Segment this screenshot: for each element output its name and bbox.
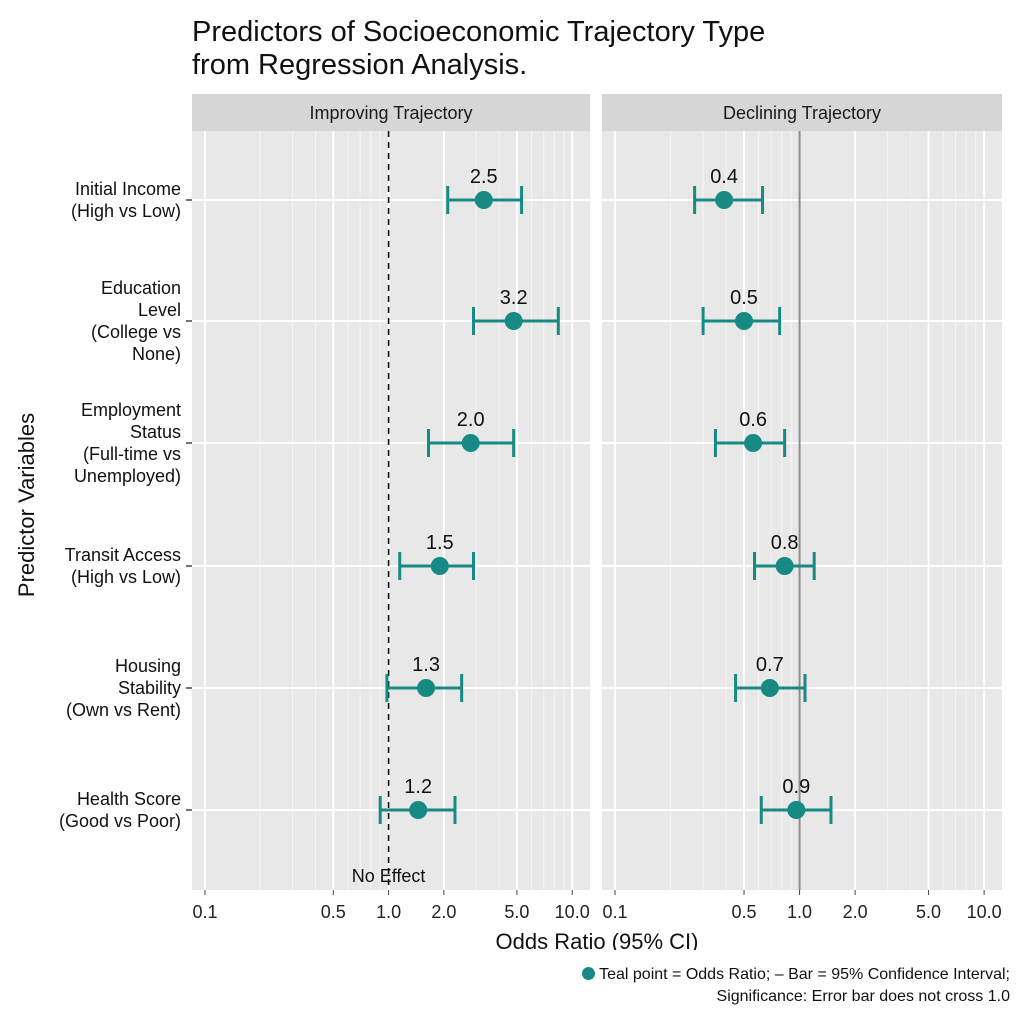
panel-declining: Declining Trajectory 0.1 0.5 1.0 2.0 5.0 10.0 0… <box>602 94 1002 922</box>
predictor-label: Level <box>138 300 181 320</box>
odds-ratio-label: 0.4 <box>710 166 738 188</box>
predictor-label: (Good vs Poor) <box>59 811 181 831</box>
odds-ratio-point <box>430 557 449 575</box>
odds-ratio-label: 0.5 <box>730 287 758 309</box>
panel-strip <box>192 94 590 131</box>
predictor-label: Status <box>130 422 181 442</box>
y-axis: Initial Income(High vs Low)EducationLeve… <box>59 179 192 831</box>
odds-ratio-point <box>744 434 763 452</box>
x-tick-label: 5.0 <box>916 902 941 922</box>
predictor-label: Unemployed) <box>74 466 181 486</box>
chart-title: Predictors of Socioeconomic Trajectory T… <box>192 16 765 82</box>
panel-background <box>192 131 590 890</box>
odds-ratio-label: 0.7 <box>756 654 784 676</box>
predictor-label: (High vs Low) <box>71 567 181 587</box>
legend-line-1: Teal point = Odds Ratio; – Bar = 95% Con… <box>582 964 1010 986</box>
predictor-label: Transit Access <box>65 545 181 565</box>
x-tick-label: 1.0 <box>787 902 812 922</box>
panel-strip-label: Declining Trajectory <box>723 103 881 123</box>
panel-background <box>602 131 1002 890</box>
odds-ratio-point <box>787 801 806 819</box>
predictor-label: Health Score <box>77 789 181 809</box>
odds-ratio-point <box>775 557 794 575</box>
odds-ratio-label: 2.5 <box>470 166 498 188</box>
odds-ratio-label: 1.5 <box>426 532 454 554</box>
odds-ratio-label: 2.0 <box>457 409 485 431</box>
panel-strip-label: Improving Trajectory <box>309 103 472 123</box>
odds-ratio-point <box>409 801 428 819</box>
forest-plot: Improving Trajectory 0.1 0.5 1.0 2.0 5.0 10.0 N… <box>14 94 1002 950</box>
legend-teal-point-icon <box>582 967 596 980</box>
odds-ratio-point <box>461 434 480 452</box>
x-tick-label: 10.0 <box>555 902 590 922</box>
odds-ratio-label: 1.3 <box>412 654 440 676</box>
odds-ratio-point <box>760 679 779 697</box>
odds-ratio-label: 3.2 <box>500 287 528 309</box>
predictor-label: (High vs Low) <box>71 201 181 221</box>
legend-text-1: Teal point = Odds Ratio; – Bar = 95% Con… <box>599 966 1010 983</box>
predictor-label: Stability <box>118 678 181 698</box>
odds-ratio-label: 0.8 <box>771 532 799 554</box>
odds-ratio-label: 0.6 <box>739 409 767 431</box>
legend-line-2: Significance: Error bar does not cross 1… <box>716 988 1010 1005</box>
x-tick-label: 1.0 <box>376 902 401 922</box>
predictor-label: Employment <box>81 400 181 420</box>
x-tick-label: 5.0 <box>504 902 529 922</box>
x-tick-label: 0.5 <box>732 902 757 922</box>
odds-ratio-point <box>474 191 493 209</box>
x-tick-label: 10.0 <box>967 902 1002 922</box>
panel-strip <box>602 94 1002 131</box>
x-tick-label: 0.1 <box>603 902 628 922</box>
odds-ratio-point <box>735 312 754 330</box>
x-tick-label: 2.0 <box>431 902 456 922</box>
x-tick-label: 2.0 <box>843 902 868 922</box>
chart-title-line-2: from Regression Analysis. <box>192 49 528 81</box>
x-tick-label: 0.5 <box>321 902 346 922</box>
chart-title-line-1: Predictors of Socioeconomic Trajectory T… <box>192 16 766 48</box>
odds-ratio-label: 1.2 <box>404 776 432 798</box>
odds-ratio-point <box>504 312 523 330</box>
predictor-label: None) <box>132 344 181 364</box>
predictor-label: (Full-time vs <box>83 444 181 464</box>
legend: Teal point = Odds Ratio; – Bar = 95% Con… <box>582 964 1010 1008</box>
odds-ratio-label: 0.9 <box>782 776 810 798</box>
predictor-label: Housing <box>115 656 181 676</box>
predictor-label: Education <box>101 278 181 298</box>
predictor-label: Initial Income <box>75 179 181 199</box>
odds-ratio-point <box>715 191 734 209</box>
predictor-label: (College vs <box>91 322 181 342</box>
predictor-label: (Own vs Rent) <box>66 700 181 720</box>
x-tick-label: 0.1 <box>192 902 217 922</box>
x-axis-title: Odds Ratio (95% CI) <box>496 929 699 950</box>
y-axis-title: Predictor Variables <box>14 413 39 597</box>
no-effect-label: No Effect <box>352 866 426 886</box>
odds-ratio-point <box>417 679 436 697</box>
panel-improving: Improving Trajectory 0.1 0.5 1.0 2.0 5.0 10.0 N… <box>192 94 590 922</box>
